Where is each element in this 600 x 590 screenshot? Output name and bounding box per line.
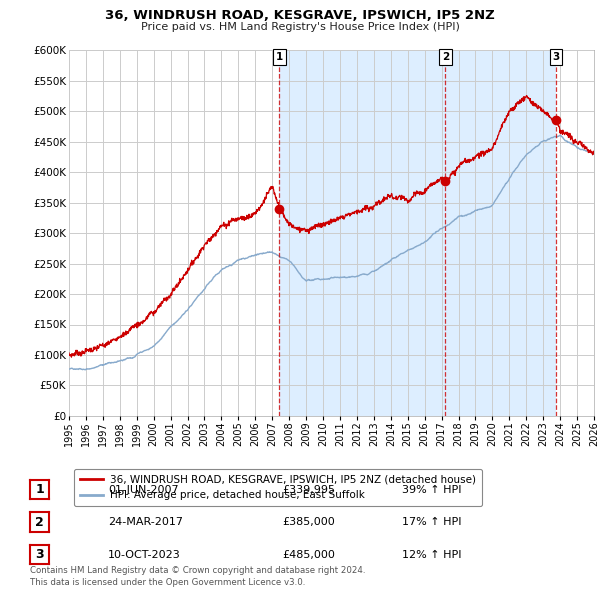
Text: 2: 2	[442, 52, 449, 62]
Text: 10-OCT-2023: 10-OCT-2023	[108, 550, 181, 559]
Text: 17% ↑ HPI: 17% ↑ HPI	[402, 517, 461, 527]
Text: 36, WINDRUSH ROAD, KESGRAVE, IPSWICH, IP5 2NZ: 36, WINDRUSH ROAD, KESGRAVE, IPSWICH, IP…	[105, 9, 495, 22]
Text: 2: 2	[35, 516, 44, 529]
Text: 12% ↑ HPI: 12% ↑ HPI	[402, 550, 461, 559]
Text: 3: 3	[553, 52, 560, 62]
Text: £485,000: £485,000	[282, 550, 335, 559]
Bar	[445, 50, 556, 416]
Text: Contains HM Land Registry data © Crown copyright and database right 2024.
This d: Contains HM Land Registry data © Crown c…	[30, 566, 365, 587]
Text: 24-MAR-2017: 24-MAR-2017	[108, 517, 183, 527]
Text: 01-JUN-2007: 01-JUN-2007	[108, 485, 179, 494]
Legend: 36, WINDRUSH ROAD, KESGRAVE, IPSWICH, IP5 2NZ (detached house), HPI: Average pri: 36, WINDRUSH ROAD, KESGRAVE, IPSWICH, IP…	[74, 468, 482, 506]
Text: £339,995: £339,995	[282, 485, 335, 494]
Text: £385,000: £385,000	[282, 517, 335, 527]
Text: 1: 1	[276, 52, 283, 62]
Text: 1: 1	[35, 483, 44, 496]
Text: 39% ↑ HPI: 39% ↑ HPI	[402, 485, 461, 494]
Bar	[280, 50, 445, 416]
Text: 3: 3	[35, 548, 44, 561]
Text: Price paid vs. HM Land Registry's House Price Index (HPI): Price paid vs. HM Land Registry's House …	[140, 22, 460, 32]
